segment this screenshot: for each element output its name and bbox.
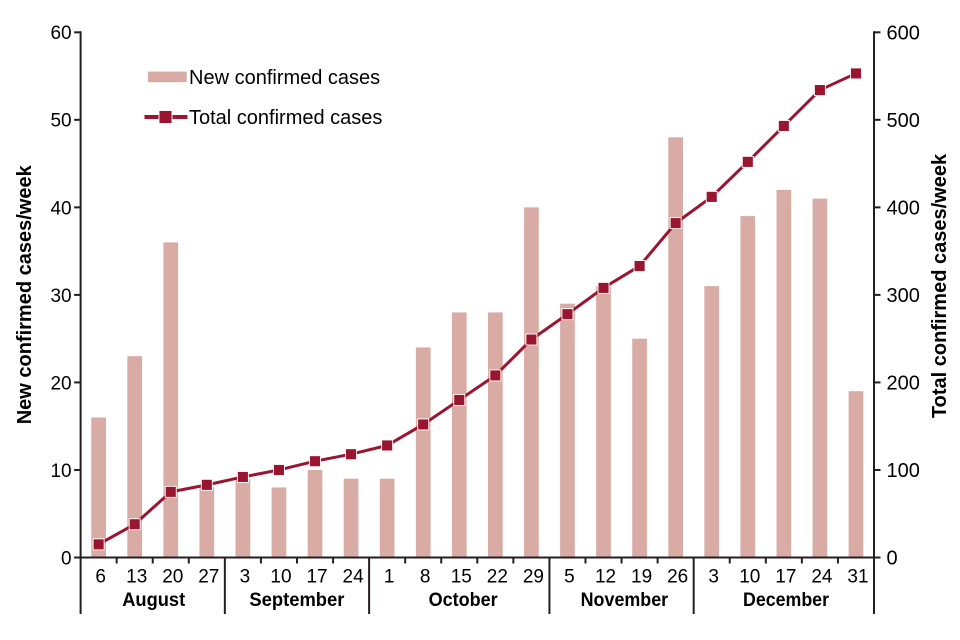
svg-text:3: 3 <box>240 567 251 588</box>
svg-text:13: 13 <box>126 567 147 588</box>
svg-text:24: 24 <box>343 567 365 588</box>
svg-text:November: November <box>581 590 669 611</box>
svg-text:20: 20 <box>50 373 71 394</box>
svg-text:40: 40 <box>50 198 71 219</box>
svg-text:0: 0 <box>61 548 72 569</box>
svg-text:10: 10 <box>739 567 760 588</box>
svg-text:12: 12 <box>595 567 616 588</box>
svg-text:50: 50 <box>50 111 71 132</box>
svg-text:60: 60 <box>50 23 71 44</box>
svg-text:27: 27 <box>198 567 219 588</box>
svg-text:600: 600 <box>887 23 920 45</box>
svg-text:17: 17 <box>306 567 327 588</box>
svg-text:October: October <box>429 590 499 611</box>
svg-text:3: 3 <box>708 567 719 588</box>
svg-text:29: 29 <box>523 567 544 588</box>
svg-text:August: August <box>122 590 186 611</box>
svg-text:22: 22 <box>487 567 508 588</box>
svg-text:0: 0 <box>887 548 898 570</box>
svg-text:September: September <box>249 590 345 611</box>
svg-text:15: 15 <box>451 567 472 588</box>
svg-text:30: 30 <box>50 286 71 307</box>
svg-text:Total confirmed cases: Total confirmed cases <box>189 107 382 129</box>
svg-text:26: 26 <box>667 567 688 588</box>
svg-text:10: 10 <box>50 461 71 482</box>
svg-text:New confirmed cases/week: New confirmed cases/week <box>14 164 36 424</box>
svg-text:19: 19 <box>631 567 652 588</box>
svg-text:10: 10 <box>270 567 291 588</box>
svg-text:24: 24 <box>811 567 833 588</box>
svg-text:100: 100 <box>887 460 920 482</box>
svg-text:1: 1 <box>384 567 395 588</box>
svg-text:400: 400 <box>887 198 920 220</box>
svg-text:200: 200 <box>887 373 920 395</box>
svg-text:8: 8 <box>420 567 431 588</box>
svg-text:5: 5 <box>564 567 575 588</box>
svg-text:500: 500 <box>887 110 920 132</box>
svg-text:6: 6 <box>95 567 106 588</box>
svg-text:New confirmed cases: New confirmed cases <box>189 67 380 89</box>
svg-text:300: 300 <box>887 285 920 307</box>
svg-text:December: December <box>743 590 830 611</box>
svg-text:Total confirmed cases/week: Total confirmed cases/week <box>929 153 951 418</box>
svg-text:17: 17 <box>775 567 796 588</box>
svg-text:31: 31 <box>847 567 868 588</box>
svg-text:20: 20 <box>162 567 183 588</box>
